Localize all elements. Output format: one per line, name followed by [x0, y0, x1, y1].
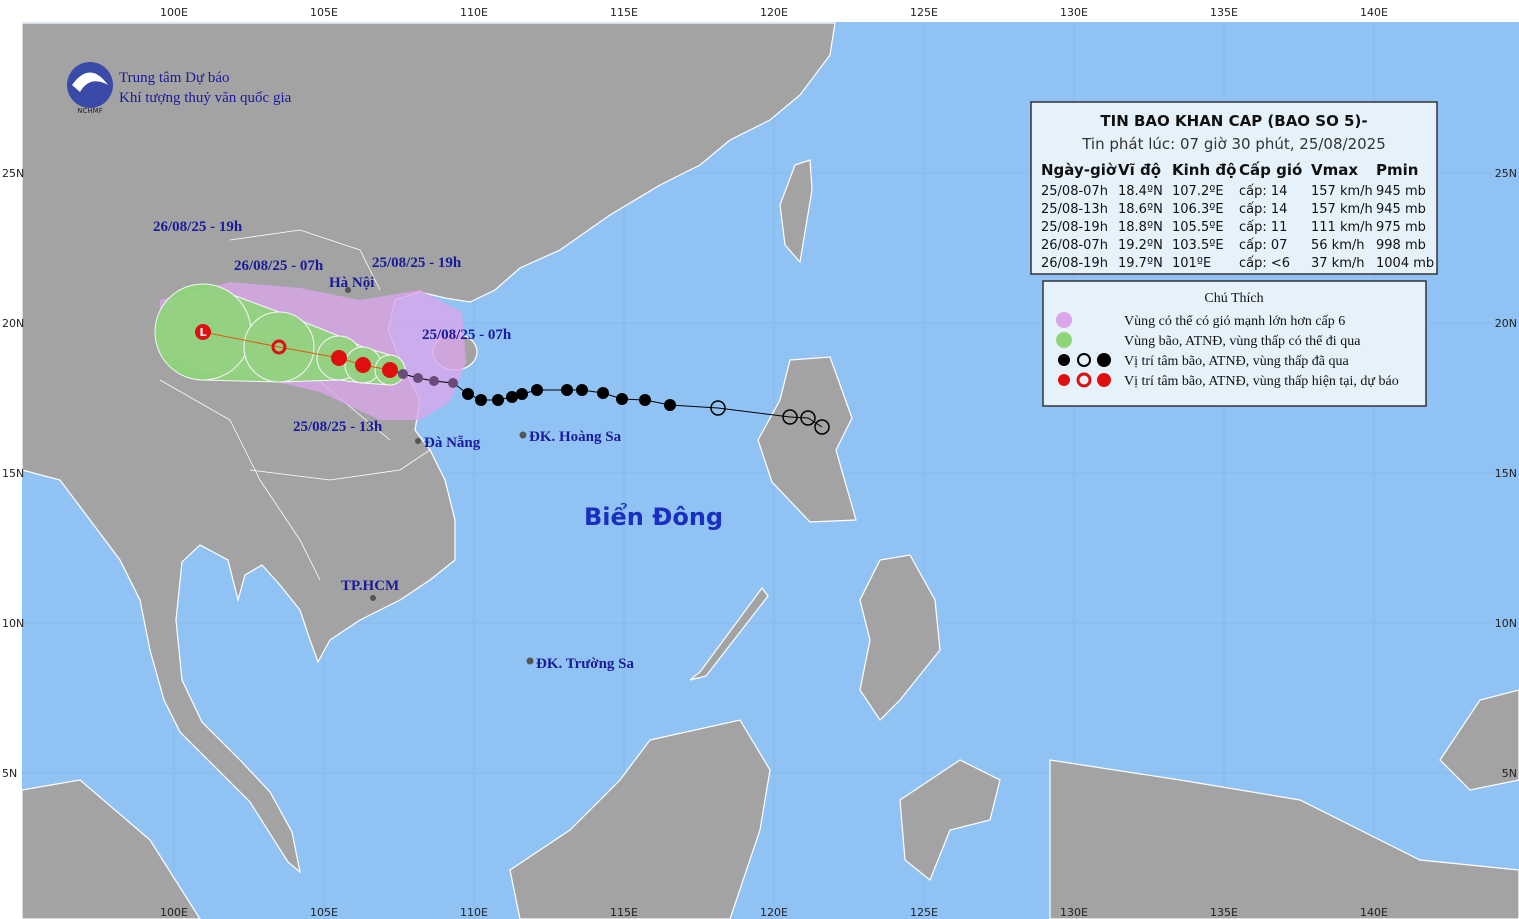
table-cell: 106.3ºE	[1172, 202, 1224, 217]
track-time-label: 25/08/25 - 07h	[422, 327, 512, 343]
org-name: Trung tâm Dự báo	[119, 70, 230, 86]
table-header: Vmax	[1311, 161, 1358, 179]
table-cell: cấp: <6	[1239, 256, 1290, 271]
lon-tick-label: 100E	[160, 906, 188, 919]
table-cell: 19.2ºN	[1118, 238, 1163, 253]
table-cell: 18.8ºN	[1118, 220, 1163, 235]
track-time-label: 25/08/25 - 19h	[372, 255, 462, 271]
table-cell: 975 mb	[1376, 220, 1426, 235]
table-cell: cấp: 07	[1239, 238, 1287, 253]
table-cell: cấp: 14	[1239, 184, 1287, 199]
lon-tick-label: 140E	[1360, 906, 1388, 919]
table-cell: 998 mb	[1376, 238, 1426, 253]
table-cell: 26/08-07h	[1041, 238, 1108, 253]
lon-tick-label: 110E	[460, 6, 488, 19]
table-cell: 945 mb	[1376, 184, 1426, 199]
table-header: Kinh độ	[1172, 161, 1236, 179]
table-cell: 105.5ºE	[1172, 220, 1224, 235]
legend-item: Vùng có thể có gió mạnh lớn hơn cấp 6	[1124, 314, 1345, 329]
table-cell: cấp: 11	[1239, 220, 1287, 235]
table-header: Cấp gió	[1239, 161, 1302, 179]
legend-item: Vùng bão, ATNĐ, vùng thấp có thể đi qua	[1124, 334, 1361, 349]
table-cell: 26/08-19h	[1041, 256, 1108, 271]
table-cell: 103.5ºE	[1172, 238, 1224, 253]
lat-tick-label: 15N	[1495, 467, 1517, 480]
lon-tick-label: 120E	[760, 906, 788, 919]
past-positions	[398, 369, 676, 411]
table-cell: cấp: 14	[1239, 202, 1287, 217]
lon-tick-label: 100E	[160, 6, 188, 19]
org-name: Khí tượng thuỷ văn quốc gia	[119, 90, 292, 106]
table-cell: 945 mb	[1376, 202, 1426, 217]
table-cell: 107.2ºE	[1172, 184, 1224, 199]
table-cell: 56 km/h	[1311, 238, 1365, 253]
table-header: Vĩ độ	[1118, 161, 1161, 179]
lon-tick-label: 130E	[1060, 906, 1088, 919]
table-cell: 1004 mb	[1376, 256, 1434, 271]
lat-tick-label: 15N	[2, 467, 24, 480]
track-time-label: 26/08/25 - 07h	[234, 258, 324, 274]
table-cell: 37 km/h	[1311, 256, 1365, 271]
logo: NCHMF	[67, 62, 113, 115]
place-label: Đà Nẵng	[424, 435, 481, 451]
table-header: Pmin	[1376, 161, 1418, 179]
table-cell: 25/08-07h	[1041, 184, 1108, 199]
lon-tick-label: 105E	[310, 6, 338, 19]
table-cell: 101ºE	[1172, 256, 1211, 271]
lat-tick-label: 25N	[2, 167, 24, 180]
lon-tick-label: 115E	[610, 6, 638, 19]
lon-tick-label: 140E	[1360, 6, 1388, 19]
sea-label: Biển Đông	[584, 501, 723, 531]
logo-text: NCHMF	[77, 107, 102, 115]
lon-tick-label: 125E	[910, 6, 938, 19]
track-time-label: 26/08/25 - 19h	[153, 219, 243, 235]
place-label: ĐK. Trường Sa	[536, 656, 635, 672]
lat-tick-label: 5N	[2, 767, 17, 780]
legend-item: Vị trí tâm bão, ATNĐ, vùng thấp đã qua	[1124, 354, 1350, 369]
legend-title: Chú Thích	[1204, 291, 1263, 306]
lat-tick-label: 20N	[2, 317, 24, 330]
svg-text:L: L	[199, 326, 206, 339]
lat-tick-label: 25N	[1495, 167, 1517, 180]
lon-tick-label: 130E	[1060, 6, 1088, 19]
table-cell: 19.7ºN	[1118, 256, 1163, 271]
lon-tick-label: 120E	[760, 6, 788, 19]
bulletin-title: TIN BAO KHAN CAP (BAO SO 5)-	[1100, 112, 1367, 130]
lon-tick-label: 105E	[310, 906, 338, 919]
track-time-label: 25/08/25 - 13h	[293, 419, 383, 435]
bulletin-box: TIN BAO KHAN CAP (BAO SO 5)- Tin phát lú…	[1030, 101, 1438, 275]
lat-tick-label: 10N	[2, 617, 24, 630]
lat-tick-label: 5N	[1502, 767, 1517, 780]
lon-tick-label: 115E	[610, 906, 638, 919]
place-label: Hà Nội	[329, 275, 374, 291]
forecast-positions: L	[195, 324, 398, 378]
bulletin-issued: Tin phát lúc: 07 giờ 30 phút, 25/08/2025	[1081, 135, 1386, 153]
table-header: Ngày-giờ	[1041, 161, 1117, 179]
past-low-positions	[710, 400, 830, 435]
table-cell: 157 km/h	[1311, 202, 1373, 217]
legend-item: Vị trí tâm bão, ATNĐ, vùng thấp hiện tại…	[1124, 374, 1399, 389]
lon-tick-label: 135E	[1210, 6, 1238, 19]
lat-tick-label: 20N	[1495, 317, 1517, 330]
table-cell: 18.4ºN	[1118, 184, 1163, 199]
table-cell: 111 km/h	[1311, 220, 1373, 235]
table-cell: 25/08-19h	[1041, 220, 1108, 235]
place-dots	[345, 287, 534, 665]
table-cell: 25/08-13h	[1041, 202, 1108, 217]
table-cell: 157 km/h	[1311, 184, 1373, 199]
place-label: ĐK. Hoàng Sa	[529, 429, 622, 445]
table-cell: 18.6ºN	[1118, 202, 1163, 217]
lon-tick-label: 125E	[910, 906, 938, 919]
lat-tick-label: 10N	[1495, 617, 1517, 630]
legend: Chú Thích Vùng có thể có gió mạnh lớn hơ…	[1042, 280, 1427, 407]
land	[21, 22, 1519, 919]
place-label: TP.HCM	[341, 578, 399, 594]
lon-tick-label: 135E	[1210, 906, 1238, 919]
lon-tick-label: 110E	[460, 906, 488, 919]
